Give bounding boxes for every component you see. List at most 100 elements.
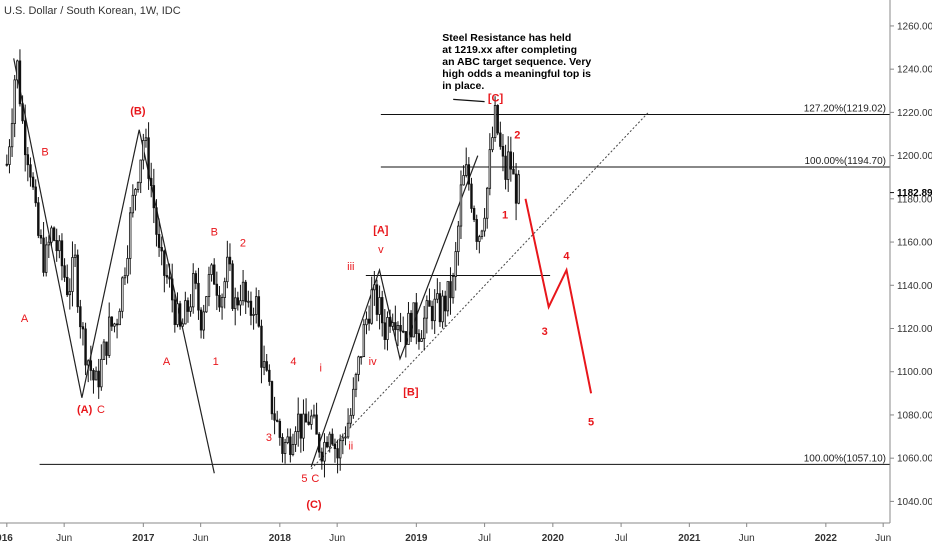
candle-body <box>514 173 518 204</box>
candle-body <box>449 281 452 299</box>
candle-body <box>454 251 457 277</box>
candle-body <box>289 436 292 455</box>
wave-label: 2 <box>240 237 246 249</box>
candle-body <box>317 433 321 453</box>
fib-level-label: 127.20%(1219.02) <box>804 103 886 114</box>
candle-body <box>491 137 494 151</box>
candle-body <box>207 274 211 298</box>
candle-body <box>79 306 82 328</box>
candle-body <box>212 264 216 285</box>
candle-body <box>52 227 56 241</box>
candle-body <box>325 441 329 448</box>
candle-body <box>386 316 389 340</box>
wave-label: 3 <box>542 326 548 338</box>
candle-body <box>286 436 289 443</box>
candle-body <box>375 284 379 315</box>
candle-body <box>102 341 106 360</box>
candle-body <box>131 194 135 214</box>
y-tick-label: 1260.00 <box>897 21 932 32</box>
candle-body <box>205 296 208 313</box>
wave-label: B <box>41 147 48 159</box>
wave-label: 1 <box>502 209 508 221</box>
annotation-text: at 1219.xx after completing <box>442 44 577 56</box>
candle-body <box>373 284 376 291</box>
candle-body <box>338 440 342 459</box>
candle-body <box>265 361 268 371</box>
candle-body <box>354 374 358 390</box>
wave-label: i <box>320 363 322 375</box>
candle-body <box>320 451 324 462</box>
wave-label: v <box>378 244 384 256</box>
candle-body <box>65 276 69 296</box>
candle-body <box>23 120 27 156</box>
wave-label: A <box>21 313 29 325</box>
wave-label: C <box>311 473 319 485</box>
candle-body <box>18 60 22 105</box>
candle-body <box>391 322 394 327</box>
candle-body <box>273 413 276 421</box>
candle-body <box>139 159 142 184</box>
candle-body <box>407 312 410 345</box>
candle-body <box>438 293 442 323</box>
current-price-label: 1182.89 <box>897 188 932 199</box>
x-tick-label: 2020 <box>542 533 565 544</box>
candle-body <box>249 300 253 316</box>
x-tick-label: 2017 <box>132 533 155 544</box>
candle-body <box>84 328 87 366</box>
candle-body <box>223 281 226 298</box>
x-tick-label: Jun <box>329 533 345 544</box>
annotation-text: Steel Resistance has held <box>442 32 571 44</box>
candle-body <box>299 413 303 439</box>
candle-body <box>483 217 486 232</box>
candle-body <box>202 311 205 331</box>
candle-body <box>331 433 334 445</box>
wave-label: 1 <box>213 356 219 368</box>
y-tick-label: 1160.00 <box>897 238 932 249</box>
candle-body <box>170 278 174 301</box>
candle-body <box>149 178 153 186</box>
wave-path-down <box>13 58 215 474</box>
candle-body <box>47 241 51 246</box>
candle-body <box>270 381 274 415</box>
x-tick-label: 2018 <box>269 533 292 544</box>
support-trendline <box>310 112 649 470</box>
candle-body <box>94 370 98 381</box>
candle-body <box>328 433 331 448</box>
candle-body <box>344 436 347 439</box>
candle-body <box>176 303 179 325</box>
annotation-text: an ABC target sequence. Very <box>442 56 591 68</box>
x-tick-label: 2021 <box>678 533 701 544</box>
candle-body <box>388 316 392 327</box>
x-tick-label: Jun <box>875 533 891 544</box>
candle-body <box>126 257 129 277</box>
candle-body <box>517 174 520 204</box>
candle-body <box>71 257 74 292</box>
candle-body <box>370 289 373 324</box>
candle-body <box>26 154 30 166</box>
candle-body <box>352 388 355 416</box>
candle-body <box>113 323 116 327</box>
candle-body <box>197 282 200 311</box>
candle-body <box>283 442 287 454</box>
candle-body <box>380 297 384 324</box>
y-tick-label: 1220.00 <box>897 108 932 119</box>
candle-body <box>467 164 471 185</box>
candle-body <box>430 305 434 322</box>
x-tick-label: Jul <box>478 533 491 544</box>
wave-label: (A) <box>77 404 93 416</box>
candle-body <box>433 298 436 322</box>
candle-body <box>472 208 476 220</box>
candle-body <box>76 254 79 308</box>
candle-body <box>278 420 282 438</box>
candle-body <box>396 325 400 331</box>
candle-body <box>478 236 481 242</box>
candle-body <box>34 186 37 204</box>
candle-body <box>118 310 121 326</box>
wave-label: 4 <box>563 250 570 262</box>
candle-body <box>462 175 465 186</box>
candle-body <box>105 341 108 356</box>
y-tick-label: 1080.00 <box>897 410 932 421</box>
candle-body <box>304 413 308 423</box>
wave-label: (C) <box>306 499 322 511</box>
